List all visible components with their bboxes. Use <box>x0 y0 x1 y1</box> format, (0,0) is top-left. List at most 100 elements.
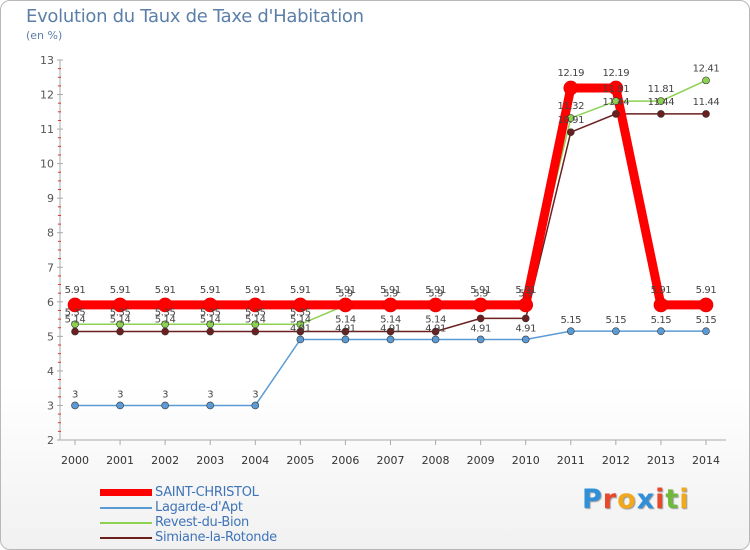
data-point-lagarde-d-apt <box>612 327 620 335</box>
data-point-saint-christol <box>247 297 263 313</box>
data-label-simiane-la-rotonde: 5.14 <box>110 315 131 326</box>
data-point-saint-christol <box>112 297 128 313</box>
proxiti-logo: Proxiti <box>582 484 690 515</box>
data-point-saint-christol <box>473 297 488 313</box>
data-label-revest-du-bion: 12.41 <box>693 63 720 74</box>
logo-letter: r <box>602 484 618 515</box>
data-point-saint-christol <box>608 80 624 96</box>
data-label-lagarde-d-apt: 5.15 <box>560 315 581 326</box>
data-label-saint-christol: 5.91 <box>245 285 266 296</box>
legend: SAINT-CHRISTOL Lagarde-d'Apt Revest-du-B… <box>100 485 360 545</box>
x-tick-label: 2014 <box>692 454 720 467</box>
data-label-simiane-la-rotonde: 5.14 <box>155 315 176 326</box>
data-point-saint-christol <box>67 297 83 313</box>
data-point-lagarde-d-apt <box>702 327 710 335</box>
data-point-revest-du-bion <box>206 320 215 329</box>
y-tick-label: 10 <box>40 158 54 171</box>
data-point-simiane-la-rotonde <box>476 314 485 323</box>
data-point-lagarde-d-apt <box>161 401 169 410</box>
data-point-simiane-la-rotonde <box>566 128 575 136</box>
data-label-simiane-la-rotonde: 11.44 <box>603 97 630 108</box>
data-point-revest-du-bion <box>71 320 79 329</box>
data-label-lagarde-d-apt: 4.91 <box>380 323 401 334</box>
y-tick-label: 11 <box>40 123 54 136</box>
data-point-lagarde-d-apt <box>116 401 124 410</box>
data-label-saint-christol: 5.91 <box>200 285 221 296</box>
data-point-simiane-la-rotonde <box>341 327 350 336</box>
data-point-lagarde-d-apt <box>251 401 260 410</box>
y-unit-label: (en %) <box>26 29 63 42</box>
data-point-saint-christol <box>293 297 308 313</box>
data-label-saint-christol: 5.91 <box>425 285 446 296</box>
data-label-lagarde-d-apt: 5.15 <box>606 315 627 326</box>
data-label-simiane-la-rotonde: 11.44 <box>648 97 675 108</box>
data-point-revest-du-bion <box>161 320 169 329</box>
data-label-saint-christol: 5.91 <box>110 285 131 296</box>
legend-swatch-simiane-la-rotonde <box>100 537 152 539</box>
data-label-saint-christol: 5.91 <box>696 285 717 296</box>
x-tick-label: 2007 <box>377 454 405 467</box>
data-point-saint-christol <box>698 297 714 313</box>
data-label-lagarde-d-apt: 3 <box>207 389 213 400</box>
series-line-saint-christol <box>75 83 706 310</box>
data-label-lagarde-d-apt: 3 <box>72 389 78 400</box>
data-point-lagarde-d-apt <box>476 335 485 344</box>
logo-letter: i <box>679 484 690 515</box>
data-point-saint-christol <box>518 297 534 313</box>
data-point-simiane-la-rotonde <box>71 327 79 336</box>
data-point-revest-du-bion <box>116 320 124 329</box>
data-label-lagarde-d-apt: 3 <box>117 389 123 400</box>
data-label-simiane-la-rotonde: 5.14 <box>380 315 401 326</box>
logo-letter: t <box>665 484 680 515</box>
data-label-simiane-la-rotonde: 5.14 <box>245 315 266 326</box>
data-point-simiane-la-rotonde <box>431 327 440 336</box>
data-point-simiane-la-rotonde <box>612 110 620 118</box>
data-point-saint-christol <box>428 297 443 313</box>
data-point-lagarde-d-apt <box>341 335 350 344</box>
data-point-revest-du-bion <box>566 114 575 122</box>
logo-letter: o <box>617 484 637 515</box>
data-label-revest-du-bion: 5.9 <box>338 288 353 299</box>
data-label-lagarde-d-apt: 4.91 <box>425 323 446 334</box>
data-label-simiane-la-rotonde: 5.14 <box>290 315 311 326</box>
data-label-revest-du-bion: 5.35 <box>65 307 86 318</box>
data-label-saint-christol: 5.91 <box>290 285 311 296</box>
data-label-saint-christol: 12.19 <box>603 68 630 79</box>
x-tick-label: 2001 <box>106 454 134 467</box>
x-tick-label: 2002 <box>151 454 179 467</box>
y-tick-label: 9 <box>47 192 54 205</box>
data-point-simiane-la-rotonde <box>657 110 665 118</box>
data-label-revest-du-bion: 5.9 <box>383 288 398 299</box>
data-label-simiane-la-rotonde: 5.14 <box>200 315 221 326</box>
x-tick-label: 2006 <box>331 454 359 467</box>
legend-label-revest-du-bion: Revest-du-Bion <box>155 515 249 530</box>
data-point-simiane-la-rotonde <box>251 327 260 336</box>
data-label-lagarde-d-apt: 5.15 <box>696 315 717 326</box>
data-label-lagarde-d-apt: 4.91 <box>515 323 536 334</box>
data-point-revest-du-bion <box>296 320 305 329</box>
data-point-revest-du-bion <box>251 320 260 329</box>
data-point-saint-christol <box>157 297 173 313</box>
data-point-lagarde-d-apt <box>296 335 305 344</box>
data-label-revest-du-bion: 5.35 <box>155 307 176 318</box>
data-label-revest-du-bion: 5.35 <box>245 307 266 318</box>
data-label-saint-christol: 5.91 <box>65 285 86 296</box>
data-label-lagarde-d-apt: 3 <box>252 389 258 400</box>
data-point-revest-du-bion <box>702 76 710 85</box>
data-label-revest-du-bion: 5.9 <box>518 288 533 299</box>
data-point-saint-christol <box>202 297 218 313</box>
y-tick-label: 2 <box>47 434 54 447</box>
data-point-saint-christol <box>338 297 353 313</box>
legend-label-saint-christol: SAINT-CHRISTOL <box>155 485 259 500</box>
data-label-simiane-la-rotonde: 5.14 <box>425 315 446 326</box>
x-tick-label: 2005 <box>286 454 314 467</box>
data-point-saint-christol <box>653 297 669 313</box>
data-label-revest-du-bion: 5.9 <box>428 288 443 299</box>
data-label-revest-du-bion: 11.81 <box>648 84 675 95</box>
y-tick-label: 8 <box>47 227 54 240</box>
legend-item-lagarde-d-apt: Lagarde-d'Apt <box>100 500 360 515</box>
chart-title: Evolution du Taux de Taxe d'Habitation <box>26 6 364 27</box>
data-point-saint-christol <box>563 80 579 96</box>
